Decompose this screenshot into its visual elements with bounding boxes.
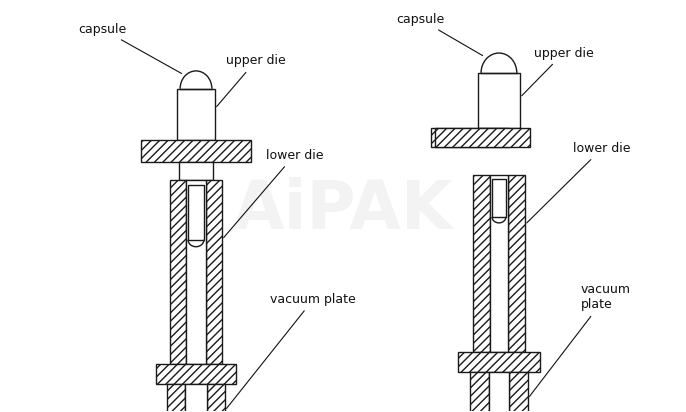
Bar — [458, 352, 540, 372]
Text: airflow
direction: airflow direction — [0, 411, 1, 412]
Text: upper die: upper die — [217, 54, 285, 107]
Bar — [499, 128, 509, 147]
Bar — [141, 140, 250, 162]
Bar — [188, 185, 204, 240]
Bar — [207, 384, 225, 412]
Text: lower die: lower die — [527, 142, 631, 223]
Text: AiPAK: AiPAK — [233, 177, 453, 243]
Bar — [508, 175, 525, 352]
Bar — [490, 175, 508, 352]
Text: capsule: capsule — [396, 13, 483, 56]
Bar — [156, 364, 236, 384]
Text: airflow
direction: airflow direction — [0, 411, 1, 412]
Text: vacuum plate: vacuum plate — [226, 293, 356, 408]
Bar — [473, 175, 490, 352]
Bar — [186, 180, 206, 364]
Bar — [478, 73, 520, 128]
Bar — [489, 372, 509, 412]
Bar — [470, 372, 489, 412]
Bar — [509, 372, 528, 412]
Bar — [167, 384, 185, 412]
Bar — [206, 180, 222, 364]
Bar — [179, 162, 213, 180]
Bar — [177, 89, 215, 140]
Text: upper die: upper die — [522, 47, 593, 96]
Text: lower die: lower die — [224, 149, 323, 238]
Bar — [185, 384, 207, 412]
Text: vacuum
plate: vacuum plate — [530, 283, 630, 396]
Text: capsule: capsule — [78, 23, 182, 73]
Bar — [170, 180, 186, 364]
Bar — [431, 128, 499, 147]
Bar — [436, 128, 530, 147]
Bar — [492, 179, 506, 217]
